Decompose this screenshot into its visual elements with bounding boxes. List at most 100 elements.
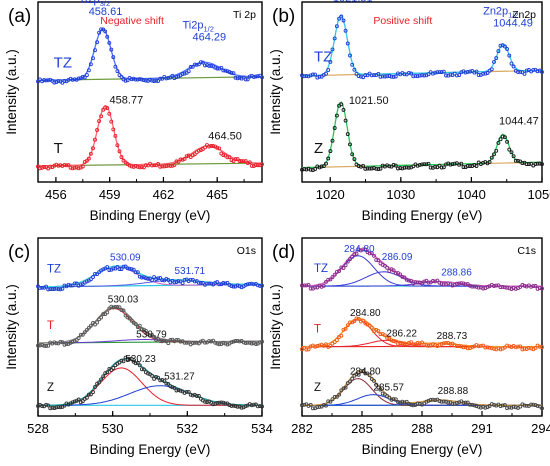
- data-point: [505, 406, 510, 411]
- data-point: [487, 345, 492, 350]
- data-point: [178, 388, 183, 393]
- data-point: [239, 159, 244, 164]
- data-point: [385, 335, 390, 340]
- data-point: [483, 405, 488, 410]
- data-point: [463, 400, 468, 405]
- data-point: [387, 164, 392, 169]
- data-point: [225, 69, 230, 74]
- data-point: [105, 34, 110, 39]
- data-point: [507, 53, 512, 58]
- data-point: [56, 163, 61, 168]
- data-point: [430, 342, 435, 347]
- data-point: [343, 263, 348, 268]
- data-point: [62, 162, 67, 167]
- data-point: [511, 154, 516, 159]
- data-point: [511, 404, 516, 409]
- data-point: [164, 76, 169, 81]
- data-point: [105, 265, 110, 270]
- element-label: Zn2p: [512, 9, 536, 21]
- data-point: [170, 385, 175, 390]
- data-point: [387, 336, 392, 341]
- data-point: [200, 338, 205, 343]
- data-point: [143, 328, 148, 333]
- data-point: [249, 403, 254, 408]
- data-point: [441, 399, 446, 404]
- data-point: [505, 47, 510, 51]
- data-point: [372, 253, 376, 258]
- data-point: [188, 65, 193, 69]
- data-point: [194, 340, 199, 345]
- data-point: [306, 282, 311, 287]
- data-point: [428, 165, 433, 170]
- data-point: [428, 398, 433, 402]
- data-point: [243, 77, 248, 82]
- fit-envelope: [302, 370, 542, 406]
- data-point: [164, 164, 169, 169]
- data-point: [433, 398, 438, 403]
- data-point: [441, 282, 446, 287]
- data-point: [215, 280, 220, 285]
- data-point: [46, 403, 51, 408]
- element-label: Ti 2p: [233, 9, 256, 21]
- data-point: [481, 286, 486, 291]
- data-point: [80, 164, 85, 169]
- data-point: [348, 320, 352, 325]
- data-point: [513, 345, 518, 350]
- data-point: [302, 283, 307, 288]
- x-axis-label: Binding Energy (eV): [362, 208, 483, 223]
- data-point: [109, 304, 114, 309]
- data-point: [422, 162, 427, 167]
- data-point: [430, 279, 435, 283]
- data-point: [88, 62, 93, 67]
- data-point: [76, 397, 81, 402]
- fit-envelope: [302, 101, 542, 169]
- data-point: [365, 166, 370, 171]
- data-point: [415, 340, 420, 345]
- data-point: [231, 403, 236, 408]
- x-tick-label: 285: [351, 421, 373, 436]
- data-point: [345, 132, 350, 137]
- data-point: [192, 340, 197, 345]
- data-point: [391, 397, 396, 402]
- data-point: [101, 312, 106, 317]
- data-point: [56, 287, 61, 292]
- data-point: [382, 263, 387, 268]
- data-point: [160, 164, 165, 169]
- data-point: [446, 341, 451, 345]
- data-point: [339, 102, 344, 107]
- data-point: [324, 279, 328, 284]
- data-point: [154, 374, 159, 379]
- data-point: [404, 399, 409, 404]
- data-point: [84, 158, 89, 163]
- sample-Z: Z 530.23 531.27: [36, 354, 264, 411]
- data-point: [105, 310, 110, 315]
- data-point: [489, 346, 494, 351]
- data-point: [367, 373, 372, 378]
- data-point: [372, 73, 376, 78]
- data-point: [95, 128, 100, 132]
- data-point: [337, 392, 342, 397]
- data-point: [526, 162, 531, 167]
- peak-value-label: 288.86: [441, 268, 472, 279]
- data-point: [500, 403, 505, 408]
- data-point: [182, 71, 187, 76]
- data-point: [361, 163, 366, 168]
- data-point: [328, 149, 333, 154]
- data-point: [328, 343, 333, 348]
- data-point: [60, 286, 65, 291]
- data-point: [454, 73, 459, 78]
- panel-label: (c): [8, 242, 30, 263]
- sample-label: TZ: [54, 55, 72, 72]
- y-axis-label: Intensity (a.u.): [4, 49, 19, 135]
- data-point: [334, 113, 339, 118]
- data-point: [487, 404, 492, 408]
- data-point: [249, 163, 254, 168]
- panel-d: (d) C1s 282 285 288 291 294 Binding Energy (eV)…: [268, 237, 550, 457]
- data-point: [492, 402, 496, 407]
- data-point: [409, 402, 414, 407]
- data-point: [391, 268, 396, 273]
- data-point: [213, 340, 218, 345]
- data-point: [86, 392, 91, 397]
- data-point: [235, 157, 240, 162]
- data-point: [363, 371, 368, 376]
